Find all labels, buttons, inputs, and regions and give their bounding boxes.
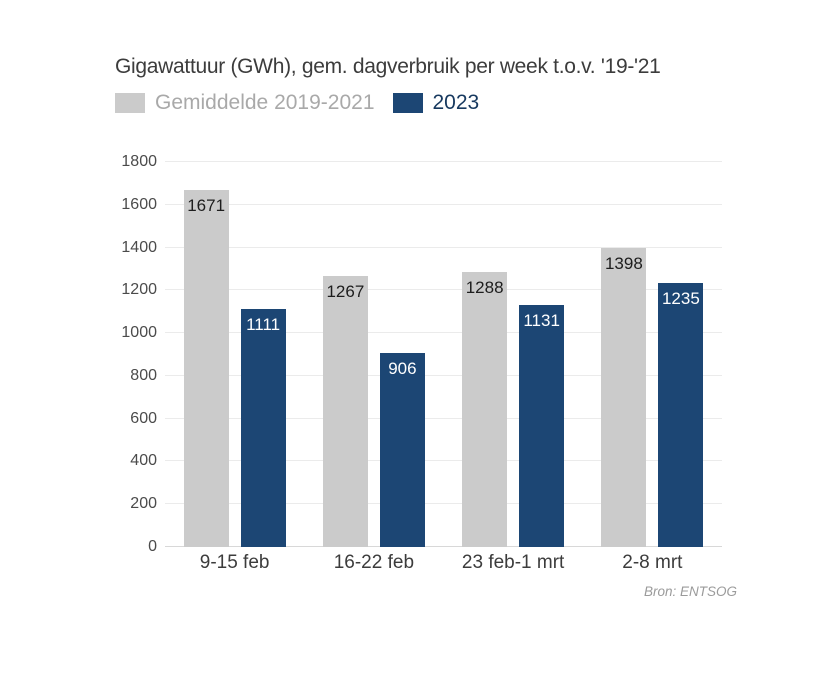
y-tick-label-1000: 1000 — [121, 324, 157, 342]
gridline-1200 — [165, 289, 722, 291]
bar-series1-16-22-feb: 906 — [379, 353, 425, 547]
gridline-1800 — [165, 161, 722, 162]
bar-value-label: 1235 — [661, 288, 700, 308]
bar-value-label: 1267 — [326, 282, 365, 302]
bar-series0-2-8-mrt: 1398 — [601, 247, 647, 547]
gridline-0 — [165, 546, 722, 547]
legend-label-average: Gemiddelde 2019-2021 — [155, 91, 375, 114]
bar-value-label: 906 — [388, 359, 417, 379]
bar-value-label: 1111 — [246, 315, 281, 335]
legend-item-average: Gemiddelde 2019-2021 — [115, 91, 375, 115]
x-axis: 9-15 feb 16-22 feb 23 feb-1 mrt 2-8 mrt — [165, 552, 722, 574]
legend-item-2023: 2023 — [392, 91, 480, 115]
gridline-200 — [165, 503, 722, 505]
bar-series1-23-feb-1-mrt: 1131 — [519, 305, 565, 547]
y-tick-label-600: 600 — [130, 409, 157, 427]
bar-group-23-feb-1-mrt: 1288 1131 — [462, 162, 565, 547]
bar-series1-9-15-feb: 1111 — [240, 309, 286, 547]
legend-label-2023: 2023 — [432, 91, 480, 114]
gridline-400 — [165, 460, 722, 462]
y-tick-label-800: 800 — [130, 366, 157, 384]
y-axis: 0 200 400 600 800 1000 1200 1400 1600 1800 — [60, 154, 157, 555]
x-tick-label: 9-15 feb — [199, 552, 270, 573]
legend-swatch-2023 — [392, 93, 423, 113]
gridline-800 — [165, 374, 722, 376]
y-tick-label-1800: 1800 — [121, 153, 157, 170]
bar-value-label: 1131 — [523, 311, 560, 331]
y-tick-label-200: 200 — [130, 495, 157, 513]
y-tick-label-1600: 1600 — [121, 195, 157, 213]
plot-area: 1671 1111 1267 906 1288 1131 1398 1235 — [165, 161, 722, 547]
bar-series0-16-22-feb: 1267 — [322, 276, 368, 547]
bar-series0-23-feb-1-mrt: 1288 — [462, 271, 508, 547]
legend-swatch-average — [115, 93, 145, 113]
x-tick-label: 2-8 mrt — [622, 552, 683, 573]
bar-value-label: 1288 — [465, 277, 504, 297]
bar-value-label: 1671 — [187, 195, 226, 215]
y-tick-label-1200: 1200 — [121, 281, 157, 299]
bar-group-2-8-mrt: 1398 1235 — [601, 162, 704, 547]
bar-value-label: 1398 — [604, 253, 643, 273]
gridline-600 — [165, 417, 722, 419]
y-tick-label-400: 400 — [130, 452, 157, 470]
bar-group-9-15-feb: 1671 1111 — [183, 162, 286, 547]
x-tick-label: 16-22 feb — [333, 552, 415, 573]
y-tick-label-0: 0 — [148, 538, 157, 555]
y-tick-label-1400: 1400 — [121, 238, 157, 256]
gridline-1400 — [165, 246, 722, 248]
x-tick-label: 23 feb-1 mrt — [461, 552, 565, 573]
gridline-1000 — [165, 332, 722, 334]
chart-legend: Gemiddelde 2019-2021 2023 — [115, 91, 497, 115]
bar-series1-2-8-mrt: 1235 — [658, 282, 704, 547]
bar-groups: 1671 1111 1267 906 1288 1131 1398 1235 — [165, 162, 722, 547]
bar-group-16-22-feb: 1267 906 — [322, 162, 425, 547]
source-note: Bron: ENTSOG — [643, 584, 737, 599]
chart-title: Gigawattuur (GWh), gem. dagverbruik per … — [115, 55, 661, 78]
bar-series0-9-15-feb: 1671 — [183, 189, 229, 547]
gridline-1600 — [165, 203, 722, 205]
